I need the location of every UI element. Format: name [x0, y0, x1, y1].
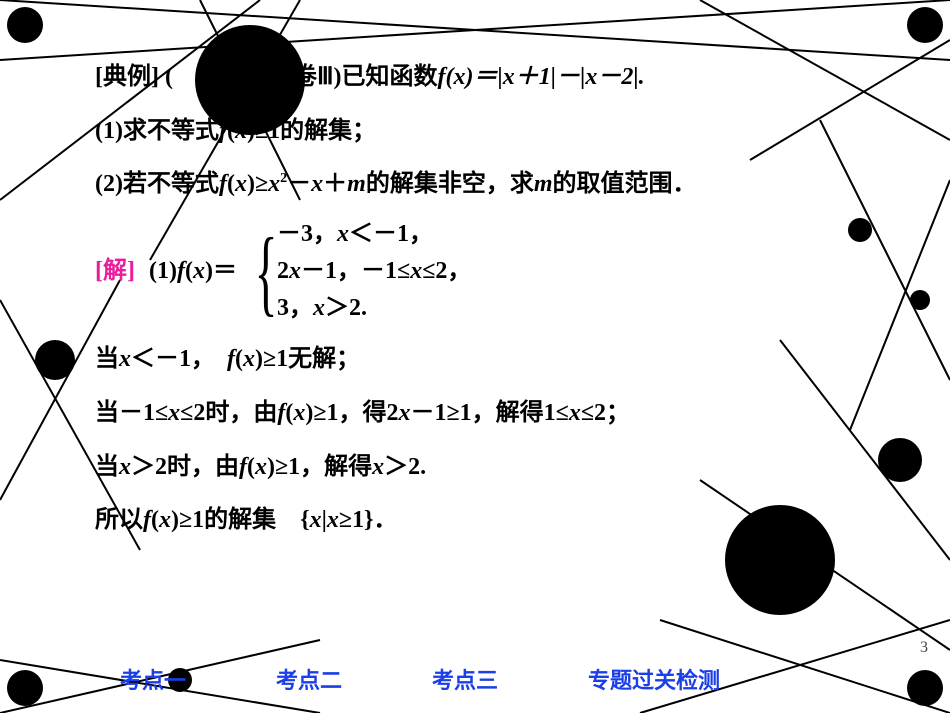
question-2: (2)若不等式f(x)≥x2－x＋m的解集非空，求m的取值范围． [95, 162, 885, 208]
page-number: 3 [920, 639, 928, 657]
case-3: 3，x＞2. [277, 290, 471, 327]
nav-topic-3[interactable]: 考点三 [432, 663, 498, 695]
question-1: (1)求不等式f(x)≥1的解集； [95, 109, 885, 155]
content-area: [典例] ( 全国卷Ⅲ)已知函数f(x)＝|x＋1|－|x－2|. (1)求不等… [95, 55, 885, 552]
example-label: [典例] [95, 64, 159, 90]
step-3: 当x＞2时，由f(x)≥1，解得x＞2. [95, 445, 885, 491]
conclusion: 所以f(x)≥1的解集 {x|x≥1}． [95, 498, 885, 544]
piecewise-brace: { －3，x＜－1， 2x－1，－1≤x≤2， 3，x＞2. [243, 216, 471, 328]
nav-topic-1[interactable]: 考点一 [120, 663, 186, 695]
bottom-nav: 考点一 考点二 考点三 专题过关检测 [120, 663, 880, 695]
source-label: ( 全国卷Ⅲ) [165, 64, 342, 90]
step-2: 当－1≤x≤2时，由f(x)≥1，得2x－1≥1，解得1≤x≤2； [95, 391, 885, 437]
case-1: －3，x＜－1， [277, 216, 471, 253]
stem-text: 已知函数 [342, 64, 438, 90]
step-1: 当x＜－1， f(x)≥1无解； [95, 337, 885, 383]
solution-part1: [解] (1)f(x)＝ { －3，x＜－1， 2x－1，－1≤x≤2， 3，x… [95, 216, 885, 328]
nav-topic-test[interactable]: 专题过关检测 [588, 663, 720, 695]
part1-prefix: (1)f(x)＝ [149, 249, 237, 295]
func-definition: f(x)＝|x＋1|－|x－2|. [438, 64, 645, 90]
nav-topic-2[interactable]: 考点二 [276, 663, 342, 695]
solution-label: [解] [95, 249, 135, 295]
problem-header: [典例] ( 全国卷Ⅲ)已知函数f(x)＝|x＋1|－|x－2|. [95, 55, 885, 101]
case-2: 2x－1，－1≤x≤2， [277, 253, 471, 290]
